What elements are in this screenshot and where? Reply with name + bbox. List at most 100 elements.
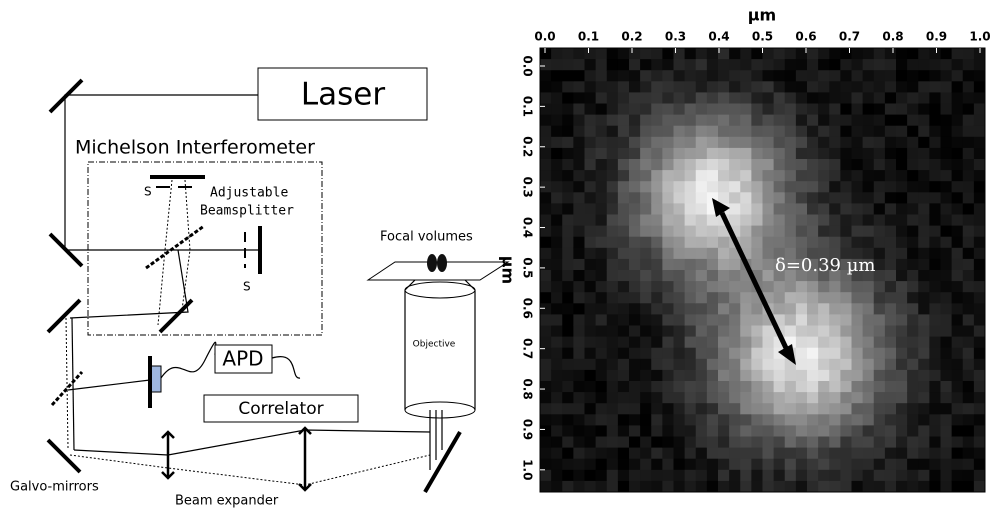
pixel bbox=[596, 337, 608, 349]
pixel bbox=[829, 425, 841, 437]
pixel bbox=[640, 337, 652, 349]
pixel bbox=[573, 359, 585, 371]
pixel bbox=[651, 359, 663, 371]
pixel bbox=[573, 281, 585, 293]
pixel bbox=[941, 326, 953, 338]
pixel bbox=[929, 104, 941, 116]
pixel bbox=[818, 414, 830, 426]
pixel bbox=[551, 126, 563, 138]
pixel bbox=[729, 459, 741, 471]
pixel bbox=[573, 81, 585, 93]
pixel bbox=[896, 81, 908, 93]
pixel bbox=[562, 337, 574, 349]
pixel bbox=[696, 425, 708, 437]
pixel bbox=[907, 348, 919, 360]
pixel bbox=[918, 459, 930, 471]
pixel bbox=[774, 470, 786, 482]
pixel bbox=[651, 215, 663, 227]
pixel bbox=[607, 448, 619, 460]
pixel bbox=[729, 203, 741, 215]
pixel bbox=[629, 248, 641, 260]
pixel bbox=[952, 192, 964, 204]
pixel bbox=[785, 59, 797, 71]
pixel bbox=[540, 370, 552, 382]
pixel bbox=[941, 170, 953, 182]
pixel bbox=[763, 159, 775, 171]
pixel bbox=[952, 348, 964, 360]
pixel bbox=[651, 470, 663, 482]
pixel bbox=[796, 148, 808, 160]
pixel bbox=[573, 203, 585, 215]
pixel bbox=[585, 115, 597, 127]
pixel bbox=[785, 437, 797, 449]
pixel bbox=[807, 481, 819, 493]
pixel bbox=[774, 403, 786, 415]
pixel bbox=[607, 159, 619, 171]
pixel bbox=[596, 292, 608, 304]
pixel bbox=[573, 459, 585, 471]
pixel bbox=[952, 326, 964, 338]
pixel bbox=[551, 281, 563, 293]
pixel bbox=[640, 92, 652, 104]
pixel bbox=[852, 70, 864, 82]
pixel bbox=[729, 381, 741, 393]
pixel bbox=[918, 137, 930, 149]
pixel bbox=[707, 70, 719, 82]
pixel bbox=[662, 248, 674, 260]
pixel bbox=[618, 148, 630, 160]
pixel bbox=[640, 481, 652, 493]
pixel bbox=[840, 370, 852, 382]
pixel bbox=[863, 215, 875, 227]
pixel bbox=[562, 392, 574, 404]
pixel bbox=[896, 226, 908, 238]
pixel bbox=[785, 314, 797, 326]
pixel bbox=[596, 414, 608, 426]
pixel bbox=[607, 337, 619, 349]
pixel bbox=[740, 303, 752, 315]
pixel bbox=[674, 59, 686, 71]
pixel bbox=[796, 115, 808, 127]
pixel bbox=[840, 81, 852, 93]
pixel bbox=[729, 425, 741, 437]
pixel bbox=[685, 181, 697, 193]
pixel bbox=[640, 281, 652, 293]
x-tick-label: 0.5 bbox=[752, 30, 773, 44]
pixel bbox=[863, 337, 875, 349]
pixel bbox=[785, 281, 797, 293]
pixel bbox=[740, 381, 752, 393]
pixel bbox=[974, 148, 986, 160]
pixel bbox=[685, 59, 697, 71]
pixel bbox=[763, 192, 775, 204]
pixel bbox=[907, 70, 919, 82]
pixel bbox=[618, 414, 630, 426]
pixel bbox=[829, 48, 841, 60]
pixel bbox=[863, 170, 875, 182]
setup-diagram: Laser Michelson Interferometer S S Adjus… bbox=[10, 68, 508, 509]
pixel bbox=[651, 370, 663, 382]
pixel bbox=[896, 70, 908, 82]
pixel bbox=[885, 337, 897, 349]
pixel bbox=[885, 414, 897, 426]
pixel bbox=[674, 170, 686, 182]
pixel bbox=[863, 115, 875, 127]
pixel bbox=[952, 237, 964, 249]
pixel bbox=[607, 181, 619, 193]
pixel bbox=[774, 292, 786, 304]
pixel bbox=[740, 104, 752, 116]
pixel bbox=[707, 359, 719, 371]
pixel bbox=[718, 70, 730, 82]
pixel bbox=[952, 137, 964, 149]
pixel bbox=[774, 392, 786, 404]
pixel bbox=[818, 348, 830, 360]
pixel bbox=[640, 259, 652, 271]
pixel bbox=[562, 59, 574, 71]
pixel bbox=[640, 414, 652, 426]
pixel bbox=[573, 448, 585, 460]
pixel bbox=[885, 237, 897, 249]
pixel bbox=[696, 237, 708, 249]
pixel bbox=[885, 259, 897, 271]
pixel bbox=[718, 104, 730, 116]
pixel bbox=[963, 359, 975, 371]
pixel bbox=[774, 226, 786, 238]
pixel bbox=[863, 459, 875, 471]
